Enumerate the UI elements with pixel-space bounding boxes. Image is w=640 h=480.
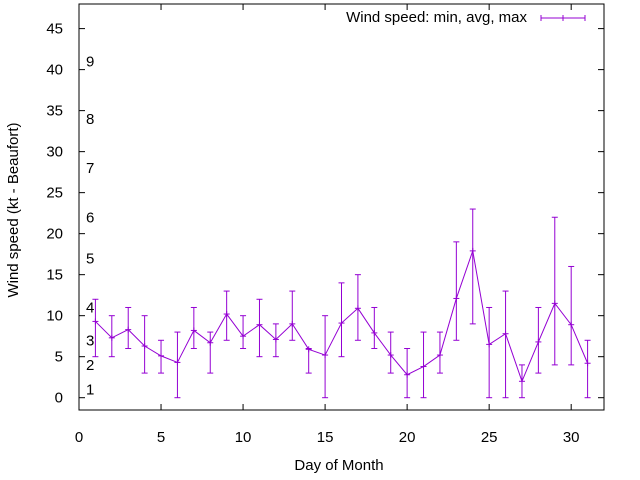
y-tick-label-9: 45: [46, 21, 63, 38]
avg-point-day-12: [272, 336, 279, 343]
avg-point-day-30: [568, 321, 575, 328]
avg-point-day-22: [436, 352, 443, 359]
y-tick-label-4: 20: [46, 226, 63, 243]
y-tick-label-5: 25: [46, 185, 63, 202]
avg-point-day-3: [125, 326, 132, 333]
beaufort-label-1: 1: [86, 381, 94, 398]
avg-point-day-31: [584, 360, 591, 367]
avg-point-day-14: [305, 346, 312, 353]
avg-point-day-7: [190, 327, 197, 334]
y-tick-label-1: 5: [55, 349, 63, 366]
beaufort-label-3: 3: [86, 332, 94, 349]
avg-point-day-23: [453, 295, 460, 302]
avg-point-day-4: [141, 343, 148, 350]
avg-point-day-15: [322, 352, 329, 359]
avg-point-day-17: [354, 305, 361, 312]
plot-frame: [78, 3, 605, 411]
avg-point-day-8: [207, 339, 214, 346]
avg-point-day-5: [158, 352, 165, 359]
avg-point-day-19: [387, 352, 394, 359]
x-tick-label-1: 5: [157, 429, 165, 446]
y-tick-label-3: 15: [46, 267, 63, 284]
avg-point-day-1: [92, 318, 99, 325]
x-tick-label-3: 15: [317, 429, 334, 446]
beaufort-label-8: 8: [86, 111, 94, 128]
avg-point-day-21: [420, 363, 427, 370]
avg-point-day-28: [535, 338, 542, 345]
avg-point-day-11: [256, 321, 263, 328]
y-tick-label-7: 35: [46, 103, 63, 120]
beaufort-label-9: 9: [86, 53, 94, 70]
x-tick-label-5: 25: [481, 429, 498, 446]
x-tick-label-4: 20: [399, 429, 416, 446]
y-axis-label: Wind speed (kt - Beaufort): [5, 122, 22, 297]
avg-point-day-2: [108, 334, 115, 341]
legend-label: Wind speed: min, avg, max: [346, 9, 527, 26]
legend: Wind speed: min, avg, max: [346, 9, 586, 26]
y-tick-label-6: 30: [46, 144, 63, 161]
avg-point-day-25: [486, 341, 493, 348]
beaufort-label-4: 4: [86, 299, 94, 316]
avg-point-day-29: [551, 300, 558, 307]
y-tick-label-0: 0: [55, 390, 63, 407]
y-tick-label-2: 10: [46, 308, 63, 325]
x-tick-label-6: 30: [563, 429, 580, 446]
avg-point-day-10: [240, 333, 247, 340]
avg-point-day-13: [289, 320, 296, 327]
avg-point-day-20: [404, 371, 411, 378]
y-tick-label-8: 40: [46, 62, 63, 79]
avg-point-day-18: [371, 329, 378, 336]
beaufort-label-6: 6: [86, 209, 94, 226]
beaufort-labels: 1 2 3 4 5 6 7 8 9: [86, 53, 94, 398]
avg-point-day-24: [469, 247, 476, 254]
avg-point-day-9: [223, 311, 230, 318]
x-tick-label-0: 0: [75, 429, 83, 446]
beaufort-label-2: 2: [86, 357, 94, 374]
series-layer: [92, 208, 591, 399]
avg-point-day-6: [174, 359, 181, 366]
beaufort-label-7: 7: [86, 160, 94, 177]
legend-sample: [540, 15, 586, 21]
x-tick-label-2: 10: [235, 429, 252, 446]
x-axis-label: Day of Month: [294, 457, 383, 474]
avg-point-day-26: [502, 330, 509, 337]
avg-point-day-27: [518, 378, 525, 385]
avg-point-day-16: [338, 320, 345, 327]
beaufort-label-5: 5: [86, 250, 94, 267]
